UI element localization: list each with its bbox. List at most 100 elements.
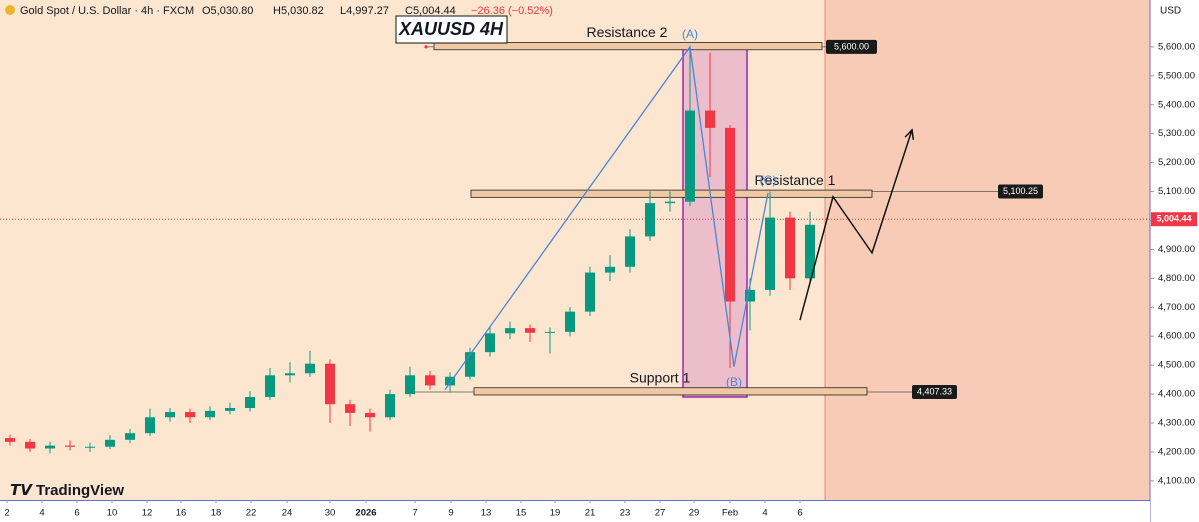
candle-body [365,412,375,418]
candle-body [765,217,775,290]
candle-body [25,441,35,449]
y-tick-label: 4,600.00 [1158,331,1195,342]
ohlc-high: H5,030.82 [273,5,324,17]
y-tick-label: 4,100.00 [1158,475,1195,486]
level-name: Support 1 [630,369,691,385]
candle-body [685,110,695,202]
x-tick-label: 19 [550,508,561,519]
candle-body [305,363,315,374]
x-tick-label: 22 [246,508,257,519]
x-tick-label: 21 [585,508,596,519]
currency: USD [1160,6,1181,17]
level-tag [912,384,957,399]
candle-body [145,417,155,434]
brand-mark: 𝙏𝙑 [10,482,33,499]
candle-body [105,439,115,447]
symbol-title: Gold Spot / U.S. Dollar · 4h · FXCM [20,5,194,17]
candle-body [65,445,75,447]
x-tick-label: 27 [655,508,666,519]
candle-body [465,352,475,377]
candle-body [205,410,215,418]
candle-body [725,127,735,302]
candle-body [745,289,755,302]
y-tick-label: 5,400.00 [1158,99,1195,110]
candle-body [445,376,455,386]
y-tick-label: 5,200.00 [1158,157,1195,168]
candle-body [185,412,195,418]
y-tick-label: 4,900.00 [1158,244,1195,255]
candle-body [785,217,795,279]
candle-body [645,203,655,237]
level-anchor [424,45,428,49]
candle-body [605,266,615,273]
candle-body [45,445,55,449]
y-tick-label: 5,100.00 [1158,186,1195,197]
ohlc-change: −26.36 (−0.52%) [471,5,553,17]
x-tick-label: 9 [448,508,453,519]
level-zone [470,189,873,198]
x-tick-label: 15 [516,508,527,519]
price-axis [1150,0,1199,522]
time-axis [0,500,1150,522]
current-price-tag [1151,212,1197,227]
y-tick-label: 5,300.00 [1158,128,1195,139]
ohlc-low: L4,997.27 [340,5,389,17]
candle-body [85,446,95,448]
candle-body [805,224,815,279]
x-tick-label: 4 [39,508,44,519]
candle-body [565,311,575,332]
candle-body [285,373,295,376]
candle-body [385,394,395,418]
wave-label: (B) [726,375,742,389]
wave-line [444,45,769,391]
x-tick-label: 6 [74,508,79,519]
x-tick-label: Feb [722,508,738,519]
brand: TradingView [36,482,124,499]
y-tick-label: 4,200.00 [1158,446,1195,457]
level-tag-label: 4,407.33 [917,386,952,396]
x-tick-label: 2026 [355,508,376,519]
current-price-label: 5,004.44 [1156,214,1191,224]
level-tag [998,184,1043,199]
label-box [395,15,508,44]
x-tick-label: 16 [176,508,187,519]
candle-body [505,328,515,334]
y-tick-label: 4,400.00 [1158,389,1195,400]
highlight-range [682,47,748,398]
candle-body [345,404,355,413]
level-tag [826,39,877,54]
projection-line [799,129,913,321]
level-tag-label: 5,600.00 [834,41,869,51]
x-tick-label: 23 [620,508,631,519]
x-tick-label: 18 [211,508,222,519]
y-tick-label: 5,600.00 [1158,41,1195,52]
level-name: Resistance 1 [755,172,836,188]
y-tick-label: 4,700.00 [1158,302,1195,313]
x-tick-label: 12 [142,508,153,519]
projection-arrowhead [904,128,915,140]
candle-body [585,272,595,312]
chart-label: XAUUSD 4H [398,19,504,39]
candle-body [665,201,675,204]
level-name: Resistance 2 [587,24,668,40]
candle-body [5,438,15,442]
candle-body [625,236,635,267]
level-zone [433,42,823,51]
candle-body [405,375,415,395]
x-tick-label: 30 [325,508,336,519]
wave-label: (A) [682,27,698,41]
candle-body [245,396,255,408]
candle-body [425,375,435,386]
x-tick-label: 29 [689,508,700,519]
future-zone [825,0,1150,500]
ohlc-close: C5,004.44 [405,5,456,17]
candle-body [265,375,275,397]
x-tick-label: 4 [762,508,767,519]
x-tick-label: 2 [4,508,9,519]
candle-body [485,333,495,353]
candle-body [705,110,715,128]
y-tick-label: 4,300.00 [1158,418,1195,429]
level-zone [473,387,868,396]
candle-body [165,412,175,418]
